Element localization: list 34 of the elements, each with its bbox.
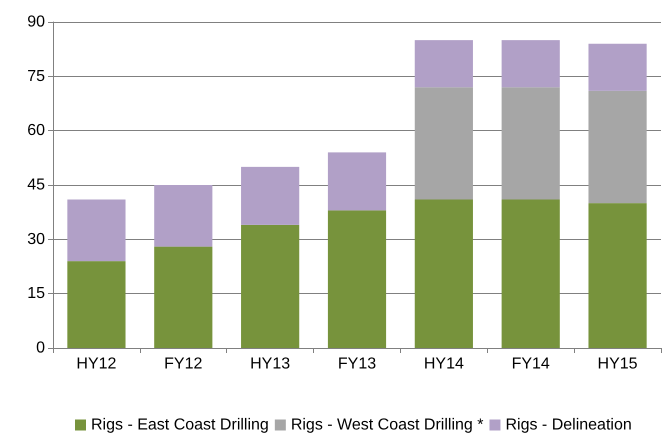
bar [414, 87, 473, 200]
bar [502, 87, 560, 200]
x-tick-label: HY13 [250, 356, 290, 372]
x-tick-label: FY14 [512, 356, 550, 372]
legend-label: Rigs - West Coast Drilling * [290, 416, 484, 434]
x-tick-label: HY12 [76, 356, 117, 372]
bar [67, 261, 126, 348]
bar [588, 203, 647, 348]
y-tick-label: 75 [27, 68, 46, 85]
legend-label: Rigs - East Coast Drilling [91, 416, 269, 434]
bar [154, 185, 212, 247]
bar [328, 152, 386, 210]
y-tick-label: 0 [36, 340, 46, 356]
bar [414, 199, 473, 348]
bar [502, 199, 560, 348]
y-tick-label: 90 [27, 14, 46, 30]
y-tick-label: 15 [27, 285, 46, 302]
bar [414, 40, 473, 88]
y-tick-label: 45 [27, 176, 46, 194]
y-tick-label: 60 [27, 122, 46, 140]
bar [241, 166, 300, 225]
bar [588, 44, 647, 91]
bar [588, 90, 647, 204]
bar [502, 40, 560, 88]
x-tick-label: FY13 [338, 356, 376, 372]
x-tick-label: FY12 [164, 356, 203, 372]
bar [328, 210, 386, 348]
x-tick-label: HY14 [424, 356, 464, 372]
x-tick-label: HY15 [598, 356, 638, 372]
y-tick-label: 30 [27, 230, 46, 248]
bar [154, 246, 212, 348]
bar [67, 199, 126, 262]
bar [241, 224, 300, 348]
legend-label: Rigs - Delineation [505, 416, 632, 434]
